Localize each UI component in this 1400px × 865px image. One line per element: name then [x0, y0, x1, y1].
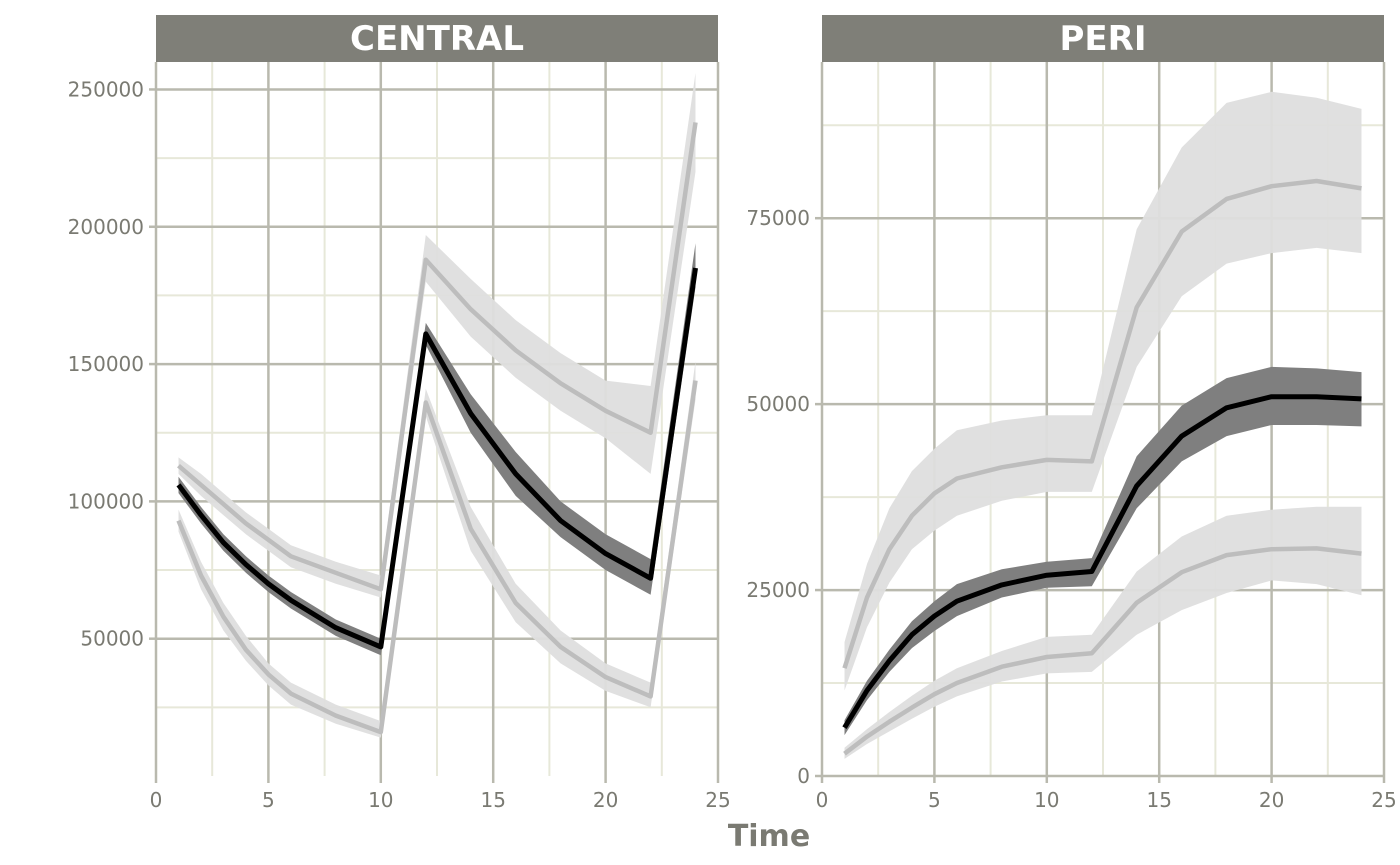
x-tick-label: 10 — [368, 788, 393, 812]
upper-line — [842, 178, 1362, 669]
x-axis-title: Time — [728, 819, 810, 854]
y-tick-label: 150000 — [68, 352, 144, 376]
y-tick-label: 75000 — [746, 206, 810, 230]
panel-peri: PERI 0 5 10 15 20 25 0 25000 50000 75000 — [746, 15, 1397, 812]
lower-ci-band — [844, 506, 1362, 759]
strip-background-central — [156, 15, 718, 62]
x-tick-label: 20 — [593, 788, 618, 812]
upper-line — [177, 122, 698, 592]
x-tick-label: 25 — [1371, 788, 1396, 812]
lower-line — [843, 546, 1362, 756]
y-tick-label: 250000 — [68, 77, 144, 101]
x-tick-label: 10 — [1034, 788, 1059, 812]
lower-ci-band — [178, 361, 696, 738]
strip-background-peri — [822, 15, 1384, 62]
axis-ticks — [149, 88, 720, 783]
lower-line — [176, 380, 698, 735]
axis-ticks — [815, 216, 1386, 783]
x-tick-label: 5 — [262, 788, 275, 812]
y-tick-label: 200000 — [68, 215, 144, 239]
x-tick-label: 20 — [1259, 788, 1284, 812]
tick-labels: 0 5 10 15 20 25 50000 100000 150000 200000 250000 — [68, 77, 731, 812]
series-layer — [176, 73, 698, 738]
median-line — [842, 394, 1362, 729]
y-tick-label: 25000 — [746, 578, 810, 602]
x-tick-label: 0 — [816, 788, 829, 812]
y-tick-label: 50000 — [746, 392, 810, 416]
panel-central: CENTRAL 0 5 10 15 20 25 50000 100000 150000 20000… — [68, 15, 731, 812]
plot-area-peri: 0 5 10 15 20 25 0 25000 50000 75000 — [746, 62, 1397, 812]
tick-labels: 0 5 10 15 20 25 0 25000 50000 75000 — [746, 206, 1396, 812]
x-tick-label: 5 — [928, 788, 941, 812]
median-line — [176, 267, 698, 650]
x-tick-label: 15 — [480, 788, 505, 812]
y-tick-label: 100000 — [68, 489, 144, 513]
plot-area-central: 0 5 10 15 20 25 50000 100000 150000 200000 250000 — [68, 62, 731, 812]
y-tick-label: 0 — [797, 764, 810, 788]
strip-label-peri: PERI — [1060, 19, 1147, 59]
series-layer — [842, 91, 1362, 759]
x-tick-label: 15 — [1146, 788, 1171, 812]
x-tick-label: 0 — [150, 788, 163, 812]
upper-ci-band — [844, 91, 1362, 691]
y-tick-label: 50000 — [80, 627, 144, 651]
strip-label-central: CENTRAL — [350, 19, 524, 59]
x-tick-label: 25 — [705, 788, 730, 812]
